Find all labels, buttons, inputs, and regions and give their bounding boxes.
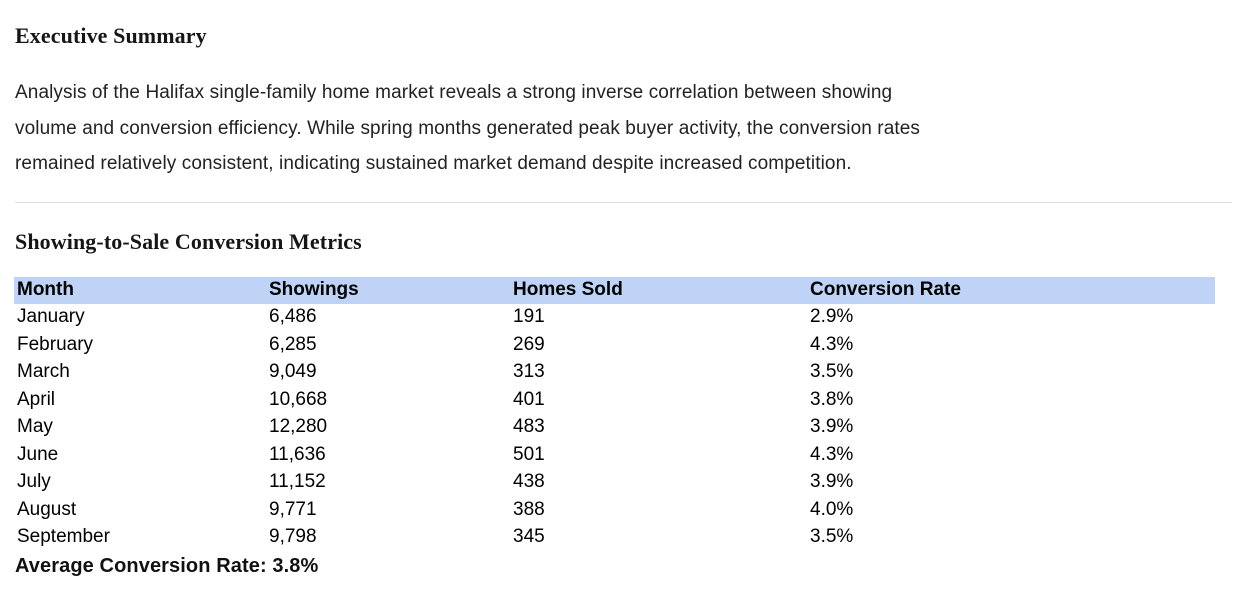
average-conversion-rate: Average Conversion Rate: 3.8% [15, 555, 319, 577]
conversion-rate-cell: 4.3% [810, 333, 854, 355]
column-header-month: Month [14, 276, 266, 304]
table-row: July 11,152 438 3.9% [14, 469, 1215, 497]
table-row: April 10,668 401 3.8% [14, 386, 1215, 414]
table-row: March 9,049 313 3.5% [14, 359, 1215, 387]
column-header-conversion-rate: Conversion Rate [807, 276, 1215, 304]
conversion-rate-cell: 3.8% [810, 388, 854, 410]
homes-sold-cell: 438 [513, 471, 545, 493]
column-header-homes-sold: Homes Sold [510, 276, 807, 304]
month-cell: July [17, 471, 51, 493]
month-cell: May [17, 416, 53, 438]
section-divider [15, 201, 1232, 203]
showings-cell: 9,798 [269, 526, 317, 548]
showings-cell: 10,668 [269, 388, 328, 410]
month-cell: August [17, 498, 77, 520]
paragraph-line: Analysis of the Halifax single-family ho… [15, 82, 893, 103]
homes-sold-cell: 388 [513, 498, 545, 520]
homes-sold-cell: 401 [513, 388, 545, 410]
conversion-rate-cell: 3.9% [810, 471, 854, 493]
showings-cell: 11,636 [269, 443, 326, 465]
table-header-row: Month Showings Homes Sold Conversion Rat… [14, 276, 1215, 304]
month-cell: September [17, 526, 110, 548]
table-row: May 12,280 483 3.9% [14, 414, 1215, 442]
homes-sold-cell: 501 [513, 443, 545, 465]
showings-cell: 11,152 [269, 471, 326, 493]
table-row: January 6,486 191 2.9% [14, 304, 1215, 332]
table-row: August 9,771 388 4.0% [14, 496, 1215, 524]
conversion-metrics-heading: Showing-to-Sale Conversion Metrics [15, 228, 362, 254]
conversion-rate-cell: 4.0% [810, 498, 854, 520]
conversion-rate-cell: 4.3% [810, 443, 854, 465]
month-cell: January [17, 306, 85, 328]
showings-cell: 12,280 [269, 416, 328, 438]
conversion-metrics-table: Month Showings Homes Sold Conversion Rat… [14, 276, 1215, 552]
table-row: June 11,636 501 4.3% [14, 441, 1215, 469]
month-cell: February [17, 333, 94, 355]
month-cell: March [17, 361, 70, 383]
showings-cell: 6,486 [269, 306, 317, 328]
homes-sold-cell: 345 [513, 526, 545, 548]
paragraph-line: remained relatively consistent, indicati… [15, 153, 852, 174]
month-cell: June [17, 443, 59, 465]
homes-sold-cell: 483 [513, 416, 545, 438]
showings-cell: 9,049 [269, 361, 317, 383]
paragraph-line: volume and conversion efficiency. While … [15, 117, 921, 139]
conversion-rate-cell: 3.9% [810, 416, 854, 438]
column-header-showings: Showings [266, 276, 510, 304]
showings-cell: 9,771 [269, 498, 317, 520]
report-content: Executive Summary Analysis of the Halifa… [14, 23, 1232, 577]
executive-summary-heading: Executive Summary [15, 23, 207, 48]
homes-sold-cell: 191 [513, 306, 545, 328]
table-row: February 6,285 269 4.3% [14, 331, 1215, 359]
showings-cell: 6,285 [269, 333, 317, 355]
conversion-rate-cell: 3.5% [810, 526, 854, 548]
conversion-rate-cell: 3.5% [810, 361, 854, 383]
executive-summary-paragraph: Analysis of the Halifax single-family ho… [15, 75, 1232, 182]
homes-sold-cell: 269 [513, 333, 545, 355]
month-cell: April [17, 388, 56, 410]
conversion-rate-cell: 2.9% [810, 306, 854, 328]
table-row: September 9,798 345 3.5% [14, 524, 1215, 552]
homes-sold-cell: 313 [513, 361, 545, 383]
